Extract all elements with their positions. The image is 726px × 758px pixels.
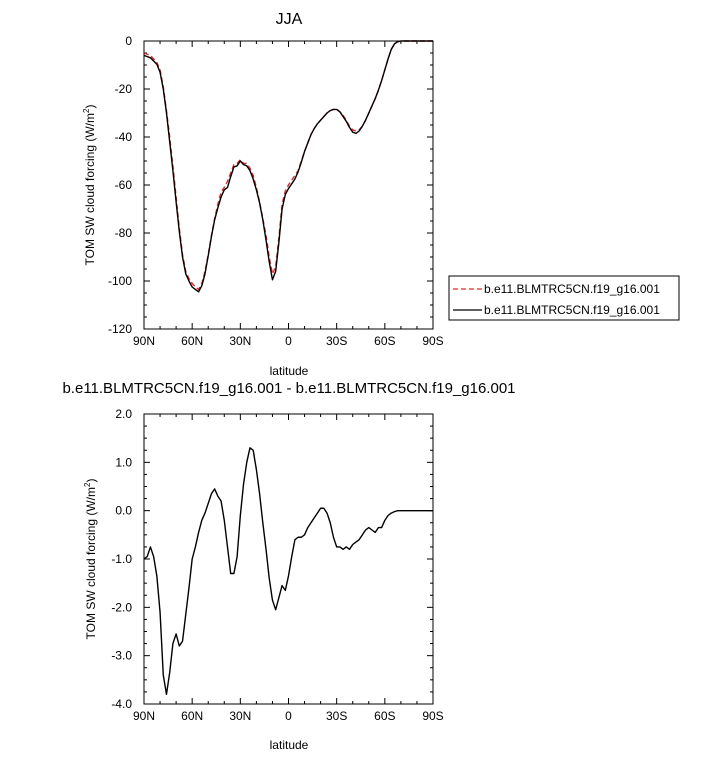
top-ytick-label: 0	[125, 34, 132, 48]
bottom-xtick-label: 60N	[181, 709, 203, 723]
bottom-ytick-label: -3.0	[111, 649, 132, 663]
bottom-panel: b.e11.BLMTRC5CN.f19_g16.001 - b.e11.BLMT…	[62, 380, 515, 752]
top-xtick-label: 60N	[181, 334, 203, 348]
top-xtick-label: 30S	[326, 334, 347, 348]
top-ylabel-close: )	[83, 105, 97, 109]
bottom-tick-labels: 90N 60N 30N 0 30S 60S 90S 2.0 1.0 0.0 -1.0 -2.0 -3.0…	[111, 407, 443, 723]
top-xlabel: latitude	[270, 364, 309, 378]
bottom-xtick-label: 90N	[133, 709, 155, 723]
bottom-xtick-label: 60S	[374, 709, 395, 723]
bottom-ytick-label: -4.0	[111, 697, 132, 711]
bottom-xtick-label: 90S	[422, 709, 443, 723]
top-ytick-label: -80	[115, 226, 133, 240]
top-plot-frame	[143, 40, 434, 330]
top-ylabel-main: TOM SW cloud forcing (W/m	[83, 113, 97, 265]
top-ytick-label: -40	[115, 130, 133, 144]
top-ytick-label: -20	[115, 82, 133, 96]
bottom-ytick-label: -2.0	[111, 600, 132, 614]
top-tick-labels: 90N 60N 30N 0 30S 60S 90S 0 -20 -40 -60 -80 -100 -120	[108, 34, 444, 348]
top-series-line-1	[143, 40, 433, 293]
legend-box	[448, 275, 680, 321]
bottom-ylabel: TOM SW cloud forcing (W/m2)	[83, 479, 98, 640]
top-ylabel: TOM SW cloud forcing (W/m2)	[82, 105, 97, 266]
top-ytick-label: -100	[108, 274, 132, 288]
top-panel: JJA 90N 60N 30N 0 30S 60S 90S 0 -20 -40 -60 -80 -100…	[82, 11, 444, 378]
bottom-ylabel-close: )	[84, 479, 98, 483]
bottom-series-lines	[143, 447, 433, 696]
bottom-title: b.e11.BLMTRC5CN.f19_g16.001 - b.e11.BLMT…	[62, 380, 515, 397]
top-xtick-label: 90N	[133, 334, 155, 348]
top-series-lines	[143, 40, 433, 293]
top-ylabel-sup: 2	[82, 108, 91, 113]
bottom-ytick-label: 2.0	[115, 407, 132, 421]
bottom-xlabel: latitude	[270, 738, 309, 752]
bottom-xtick-label: 30S	[326, 709, 347, 723]
bottom-ylabel-main: TOM SW cloud forcing (W/m	[84, 487, 98, 639]
bottom-xtick-label: 0	[285, 709, 292, 723]
legend: b.e11.BLMTRC5CN.f19_g16.001 b.e11.BLMTRC…	[448, 275, 680, 321]
top-xtick-label: 60S	[374, 334, 395, 348]
top-xtick-label: 90S	[422, 334, 443, 348]
bottom-plot-frame	[143, 413, 434, 705]
top-title: JJA	[276, 11, 303, 28]
bottom-ticks	[143, 413, 434, 705]
top-ytick-label: -120	[108, 322, 132, 336]
top-xtick-label: 0	[285, 334, 292, 348]
legend-label-0: b.e11.BLMTRC5CN.f19_g16.001	[484, 282, 660, 296]
bottom-ylabel-sup: 2	[83, 482, 92, 487]
bottom-series-line-0	[143, 447, 433, 696]
top-ytick-label: -60	[115, 178, 133, 192]
top-xtick-label: 30N	[229, 334, 251, 348]
bottom-xtick-label: 30N	[229, 709, 251, 723]
top-series-line-0	[143, 40, 433, 291]
bottom-ytick-label: -1.0	[111, 552, 132, 566]
bottom-ytick-label: 1.0	[115, 455, 132, 469]
bottom-ytick-label: 0.0	[115, 504, 132, 518]
legend-label-1: b.e11.BLMTRC5CN.f19_g16.001	[484, 303, 660, 317]
